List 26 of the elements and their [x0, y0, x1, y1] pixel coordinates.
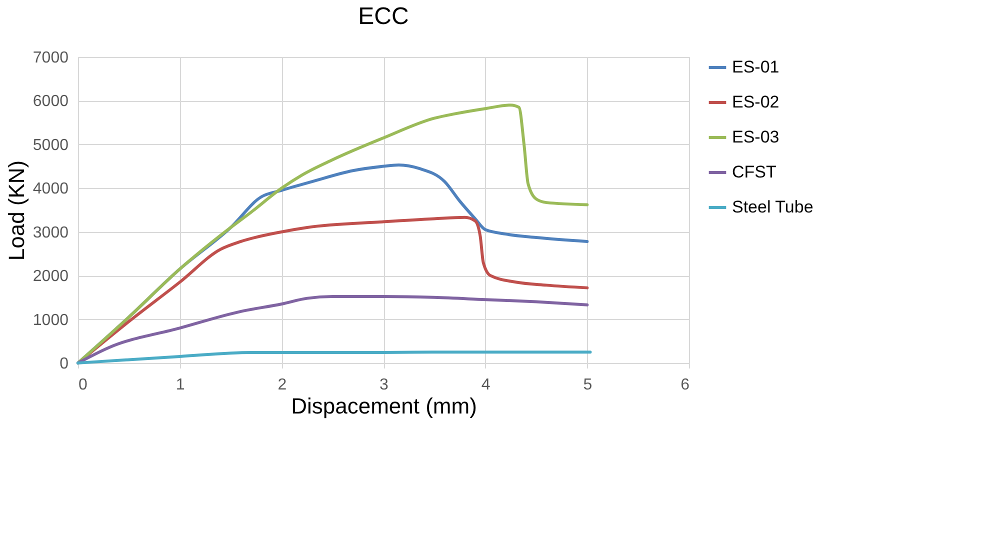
- x-tick-label: 2: [278, 376, 287, 394]
- legend-label: CFST: [732, 162, 776, 182]
- legend-label: Steel Tube: [732, 198, 814, 216]
- x-tick-label: 3: [380, 376, 389, 394]
- y-tick-label: 0: [60, 356, 69, 372]
- legend-label: ES-03: [732, 128, 780, 146]
- y-tick-label: 5000: [32, 136, 69, 154]
- x-tick-label: 4: [481, 376, 490, 394]
- y-axis-title: Load (KN): [4, 160, 29, 261]
- y-tick-label: 7000: [32, 50, 69, 66]
- y-tick-label: 6000: [32, 93, 69, 110]
- y-tick-label: 4000: [32, 180, 69, 198]
- line-series: [76, 104, 589, 364]
- x-tick-label: 1: [176, 376, 185, 394]
- x-tick-label: 0: [78, 376, 88, 394]
- legend-label: ES-02: [732, 92, 780, 112]
- chart-title: ECC: [358, 3, 409, 30]
- x-tick-label: 6: [680, 376, 690, 394]
- y-tick-label: 2000: [32, 268, 69, 286]
- line-series: [76, 350, 592, 364]
- x-tick-label: 5: [583, 376, 592, 394]
- line-series: [76, 295, 589, 364]
- y-tick-label: 1000: [32, 312, 69, 329]
- legend-label: ES-01: [732, 58, 780, 76]
- y-tick-label: 3000: [32, 224, 69, 242]
- x-axis-title: Dispacement (mm): [291, 394, 477, 418]
